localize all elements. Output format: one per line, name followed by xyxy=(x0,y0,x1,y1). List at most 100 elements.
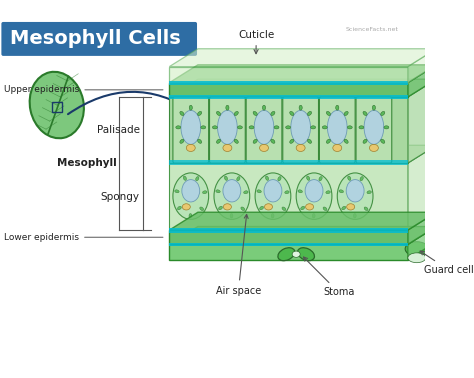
Text: ScienceFacts.net: ScienceFacts.net xyxy=(346,28,398,33)
Ellipse shape xyxy=(373,105,375,110)
Ellipse shape xyxy=(346,180,364,202)
Polygon shape xyxy=(169,83,408,97)
Ellipse shape xyxy=(264,204,273,210)
Ellipse shape xyxy=(173,173,209,219)
Ellipse shape xyxy=(181,110,201,144)
Polygon shape xyxy=(169,65,437,83)
Ellipse shape xyxy=(381,139,385,143)
Ellipse shape xyxy=(367,191,371,194)
Ellipse shape xyxy=(312,214,315,218)
Ellipse shape xyxy=(363,139,367,143)
Ellipse shape xyxy=(183,176,186,180)
Ellipse shape xyxy=(326,191,330,194)
Ellipse shape xyxy=(219,206,222,210)
FancyBboxPatch shape xyxy=(283,97,319,163)
Ellipse shape xyxy=(274,126,279,129)
Ellipse shape xyxy=(260,144,268,152)
Bar xyxy=(169,95,408,99)
Ellipse shape xyxy=(198,139,201,143)
Ellipse shape xyxy=(234,112,238,116)
Ellipse shape xyxy=(189,214,192,218)
Ellipse shape xyxy=(223,144,232,152)
Ellipse shape xyxy=(308,112,311,116)
Ellipse shape xyxy=(177,206,182,210)
FancyBboxPatch shape xyxy=(356,97,392,163)
Text: Air space: Air space xyxy=(216,214,261,296)
Ellipse shape xyxy=(265,176,269,180)
Polygon shape xyxy=(408,79,437,163)
Polygon shape xyxy=(169,163,408,230)
Ellipse shape xyxy=(186,144,195,152)
Polygon shape xyxy=(169,67,408,83)
Ellipse shape xyxy=(237,126,242,129)
Polygon shape xyxy=(169,145,437,163)
Ellipse shape xyxy=(212,126,218,129)
Ellipse shape xyxy=(344,139,348,143)
FancyBboxPatch shape xyxy=(1,22,197,56)
Bar xyxy=(169,228,408,233)
Ellipse shape xyxy=(214,173,250,219)
Polygon shape xyxy=(169,79,437,97)
FancyBboxPatch shape xyxy=(319,97,355,163)
Ellipse shape xyxy=(296,144,305,152)
Ellipse shape xyxy=(347,126,352,129)
Ellipse shape xyxy=(307,176,310,180)
Ellipse shape xyxy=(223,204,231,210)
Polygon shape xyxy=(408,212,437,245)
Ellipse shape xyxy=(408,253,426,263)
Ellipse shape xyxy=(200,207,204,211)
Ellipse shape xyxy=(301,206,305,210)
Ellipse shape xyxy=(189,144,192,149)
Ellipse shape xyxy=(198,112,201,116)
Text: Spongy: Spongy xyxy=(101,192,140,201)
Ellipse shape xyxy=(305,180,323,202)
Ellipse shape xyxy=(278,177,281,181)
FancyBboxPatch shape xyxy=(210,97,245,163)
Bar xyxy=(52,102,62,112)
Polygon shape xyxy=(408,65,437,97)
Ellipse shape xyxy=(217,112,220,116)
Ellipse shape xyxy=(189,105,192,110)
Ellipse shape xyxy=(381,112,385,116)
Ellipse shape xyxy=(234,139,238,143)
Ellipse shape xyxy=(226,105,229,110)
Polygon shape xyxy=(169,245,408,260)
Polygon shape xyxy=(408,145,437,230)
Ellipse shape xyxy=(328,110,347,144)
Ellipse shape xyxy=(292,251,300,257)
Ellipse shape xyxy=(182,180,200,202)
Ellipse shape xyxy=(180,139,184,143)
Ellipse shape xyxy=(224,176,228,180)
Ellipse shape xyxy=(359,126,364,129)
Ellipse shape xyxy=(336,144,339,149)
Ellipse shape xyxy=(230,214,233,218)
Ellipse shape xyxy=(226,144,229,149)
Ellipse shape xyxy=(344,112,348,116)
Ellipse shape xyxy=(182,204,191,210)
Polygon shape xyxy=(169,212,437,230)
Ellipse shape xyxy=(257,190,261,193)
Text: Cuticle: Cuticle xyxy=(238,30,274,54)
Ellipse shape xyxy=(196,177,199,181)
Ellipse shape xyxy=(255,173,291,219)
Ellipse shape xyxy=(271,139,275,143)
Ellipse shape xyxy=(336,105,339,110)
Ellipse shape xyxy=(254,110,274,144)
Ellipse shape xyxy=(373,144,375,149)
FancyBboxPatch shape xyxy=(246,97,282,163)
Ellipse shape xyxy=(241,207,245,211)
Text: Palisade: Palisade xyxy=(97,125,140,135)
Ellipse shape xyxy=(282,207,286,211)
Ellipse shape xyxy=(322,126,327,129)
Ellipse shape xyxy=(360,177,363,181)
Ellipse shape xyxy=(384,126,389,129)
Ellipse shape xyxy=(216,190,220,193)
Ellipse shape xyxy=(201,126,206,129)
Ellipse shape xyxy=(323,207,327,211)
Bar xyxy=(169,81,408,85)
Ellipse shape xyxy=(260,206,264,210)
Text: Mesophyll: Mesophyll xyxy=(57,158,117,168)
Ellipse shape xyxy=(369,144,378,152)
Ellipse shape xyxy=(333,144,342,152)
Ellipse shape xyxy=(337,173,373,219)
